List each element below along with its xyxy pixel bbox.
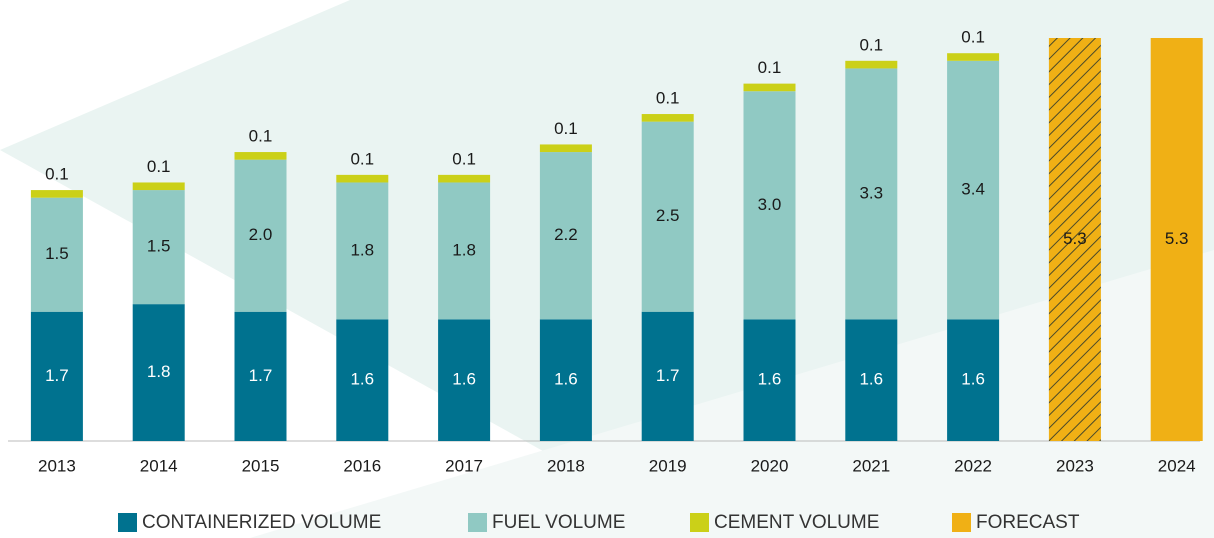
bar-segment bbox=[132, 304, 185, 441]
bar-segment bbox=[641, 121, 694, 312]
bar-segment bbox=[336, 174, 389, 183]
bar-segment bbox=[743, 319, 796, 441]
x-tick-label: 2022 bbox=[954, 456, 992, 475]
bar-segment bbox=[539, 144, 592, 153]
data-label: 1.7 bbox=[656, 366, 680, 385]
data-label: 5.3 bbox=[1063, 229, 1087, 248]
bar-segment bbox=[947, 53, 1000, 61]
data-label: 2.5 bbox=[656, 206, 680, 225]
bar-segment bbox=[1150, 38, 1203, 441]
bar-segment bbox=[336, 319, 389, 441]
x-tick-label: 2024 bbox=[1158, 456, 1196, 475]
data-label: 0.1 bbox=[45, 165, 69, 184]
bar-segment bbox=[539, 319, 592, 441]
bar-segment bbox=[641, 311, 694, 441]
data-label: 0.1 bbox=[656, 89, 680, 108]
bar-segment bbox=[30, 311, 83, 441]
legend-swatch bbox=[952, 513, 971, 532]
data-label: 2.2 bbox=[554, 225, 578, 244]
data-label: 0.1 bbox=[249, 127, 273, 146]
data-label: 1.5 bbox=[147, 237, 171, 256]
x-tick-label: 2014 bbox=[140, 456, 178, 475]
x-tick-label: 2019 bbox=[649, 456, 687, 475]
bar-segment bbox=[30, 190, 83, 198]
data-label: 0.1 bbox=[350, 149, 374, 168]
x-tick-label: 2015 bbox=[242, 456, 280, 475]
legend-label: FORECAST bbox=[976, 512, 1080, 533]
bar-segment bbox=[438, 174, 491, 183]
data-label: 0.1 bbox=[554, 119, 578, 138]
data-label: 1.7 bbox=[249, 366, 273, 385]
bar-segment bbox=[1048, 38, 1101, 441]
data-label: 1.6 bbox=[350, 370, 374, 389]
bar-segment bbox=[845, 60, 898, 69]
x-tick-label: 2017 bbox=[445, 456, 483, 475]
data-label: 3.3 bbox=[859, 183, 883, 202]
bar-segment bbox=[743, 91, 796, 320]
bar-segment bbox=[539, 152, 592, 320]
data-label: 1.8 bbox=[452, 240, 476, 259]
legend-label: FUEL VOLUME bbox=[492, 512, 625, 533]
data-label: 1.5 bbox=[45, 244, 69, 263]
bar-segment bbox=[845, 319, 898, 441]
legend-swatch bbox=[118, 513, 137, 532]
bar-segment bbox=[641, 114, 694, 122]
bar-segment bbox=[234, 159, 287, 312]
legend-swatch bbox=[690, 513, 709, 532]
x-tick-label: 2021 bbox=[852, 456, 890, 475]
data-label: 1.8 bbox=[147, 362, 171, 381]
x-tick-label: 2023 bbox=[1056, 456, 1094, 475]
data-label: 1.6 bbox=[452, 370, 476, 389]
data-label: 5.3 bbox=[1165, 229, 1189, 248]
bar-segment bbox=[438, 319, 491, 441]
data-label: 2.0 bbox=[249, 225, 273, 244]
bar-segment bbox=[132, 182, 185, 191]
bar-segment bbox=[947, 319, 1000, 441]
bar-segment bbox=[132, 190, 185, 305]
data-label: 3.4 bbox=[961, 180, 985, 199]
data-label: 1.6 bbox=[859, 370, 883, 389]
bar-segment bbox=[30, 197, 83, 312]
bar-segment bbox=[743, 83, 796, 92]
data-label: 1.6 bbox=[961, 370, 985, 389]
x-tick-label: 2016 bbox=[343, 456, 381, 475]
data-label: 1.8 bbox=[350, 240, 374, 259]
data-label: 1.6 bbox=[758, 370, 782, 389]
bar-segment bbox=[234, 311, 287, 441]
data-label: 0.1 bbox=[859, 35, 883, 54]
legend-swatch bbox=[468, 513, 487, 532]
legend-label: CONTAINERIZED VOLUME bbox=[142, 512, 381, 533]
data-label: 0.1 bbox=[961, 28, 985, 47]
bar-segment bbox=[947, 60, 1000, 320]
x-tick-label: 2020 bbox=[751, 456, 789, 475]
bar-segment bbox=[234, 152, 287, 160]
bar-segment bbox=[438, 182, 491, 320]
data-label: 1.6 bbox=[554, 370, 578, 389]
x-tick-label: 2018 bbox=[547, 456, 585, 475]
bar-segment bbox=[336, 182, 389, 320]
x-tick-label: 2013 bbox=[38, 456, 76, 475]
data-label: 0.1 bbox=[452, 149, 476, 168]
legend-label: CEMENT VOLUME bbox=[714, 512, 879, 533]
bar-segment bbox=[845, 68, 898, 320]
data-label: 0.1 bbox=[147, 157, 171, 176]
data-label: 1.7 bbox=[45, 366, 69, 385]
data-label: 3.0 bbox=[758, 195, 782, 214]
data-label: 0.1 bbox=[758, 58, 782, 77]
